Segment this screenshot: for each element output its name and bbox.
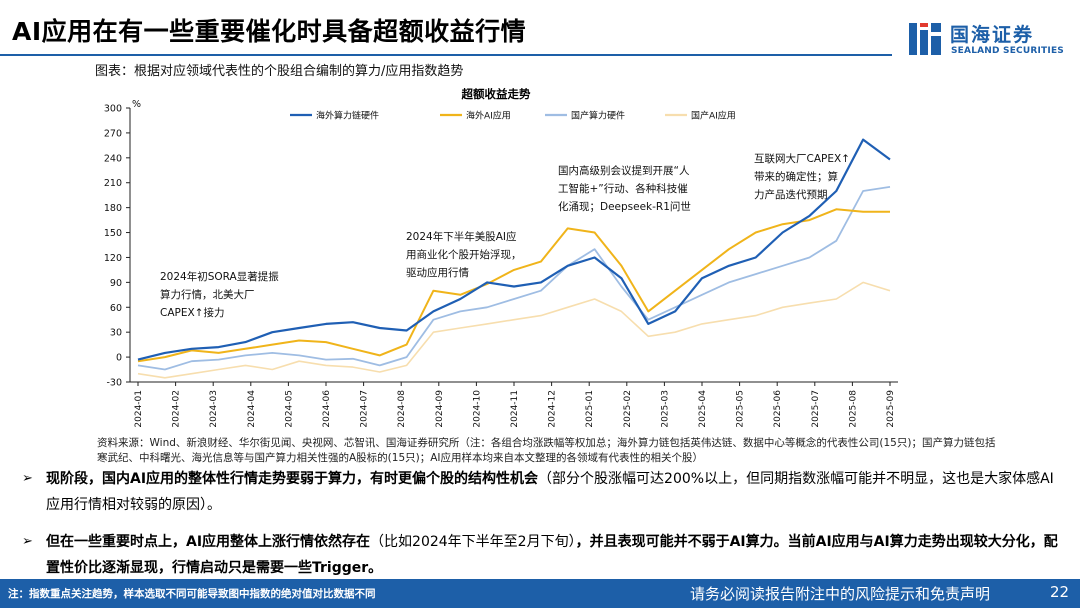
legend-label: 国产AI应用 bbox=[691, 110, 736, 122]
bullet-point-1: ➢ 现阶段，国内AI应用的整体性行情走势要弱于算力，有时更偏个股的结构性机会（部… bbox=[22, 466, 1062, 518]
x-tick-label: 2025-04 bbox=[698, 390, 708, 428]
x-tick-label: 2025-08 bbox=[848, 390, 858, 428]
y-tick-label: 30 bbox=[110, 328, 122, 339]
y-tick-label: 270 bbox=[104, 128, 122, 139]
annotation-line: 算力行情，北美大厂 bbox=[160, 288, 255, 301]
page-number: 22 bbox=[1050, 583, 1070, 601]
y-tick-label: 300 bbox=[104, 104, 122, 115]
x-tick-label: 2024-06 bbox=[322, 390, 332, 428]
annotation-line: 2024年初SORA显著提振 bbox=[160, 270, 279, 283]
y-tick-label: 60 bbox=[110, 303, 122, 314]
source-note: 资料来源：Wind、新浪财经、华尔街见闻、央视网、芯智讯、国海证券研究所（注：各… bbox=[97, 437, 996, 464]
x-tick-label: 2024-02 bbox=[172, 390, 182, 428]
x-tick-label: 2025-06 bbox=[773, 390, 783, 428]
y-tick-label: 150 bbox=[104, 228, 122, 239]
annotation-line: 互联网大厂CAPEX↑ bbox=[754, 152, 850, 165]
annotation-line: CAPEX↑接力 bbox=[160, 306, 224, 319]
x-tick-label: 2025-05 bbox=[736, 390, 746, 428]
x-tick-label: 2024-07 bbox=[360, 390, 370, 428]
x-tick-label: 2024-12 bbox=[548, 390, 558, 428]
x-tick-label: 2025-02 bbox=[623, 390, 633, 428]
series-line-1 bbox=[137, 138, 891, 361]
bullet-point-2: ➢ 但在一些重要时点上，AI应用整体上涨行情依然存在（比如2024年下半年至2月… bbox=[22, 529, 1062, 581]
chart-title: 超额收益走势 bbox=[461, 87, 531, 101]
x-tick-label: 2025-01 bbox=[585, 390, 595, 428]
annotation-line: 用商业化个股开始浮现， bbox=[406, 248, 522, 261]
plot-area: -30 0 30 60 90 120 150 180 210 240 270 300 % 2024-01 2… bbox=[104, 99, 898, 428]
legend-item: 国产算力硬件 bbox=[545, 110, 625, 122]
y-tick-label: 120 bbox=[104, 253, 122, 264]
logo-text-en: SEALAND SECURITIES bbox=[951, 46, 1064, 56]
x-tick-label: 2024-01 bbox=[134, 390, 144, 428]
y-tick-label: 180 bbox=[104, 203, 122, 214]
y-tick-label: 90 bbox=[110, 278, 122, 289]
annotation-line: 国内高级别会议提到开展“人 bbox=[558, 164, 690, 177]
x-tick-label: 2024-09 bbox=[435, 390, 445, 428]
annotation-3: 国内高级别会议提到开展“人工智能+”行动、各种科技催化涌现；Deepseek-R… bbox=[558, 164, 691, 213]
y-tick-label: 210 bbox=[104, 178, 122, 189]
annotation-line: 驱动应用行情 bbox=[406, 266, 469, 279]
annotation-line: 力产品迭代预期 bbox=[754, 188, 828, 201]
x-tick-label: 2024-11 bbox=[510, 390, 520, 428]
series-line-4 bbox=[137, 281, 891, 379]
x-tick-label: 2025-03 bbox=[660, 390, 670, 428]
figure-caption: 图表：根据对应领域代表性的个股组合编制的算力/应用指数趋势 bbox=[95, 64, 464, 79]
annotation-line: 工智能+”行动、各种科技催 bbox=[558, 182, 688, 195]
x-tick-label: 2024-04 bbox=[247, 390, 257, 428]
annotation-line: 带来的确定性；算 bbox=[754, 170, 838, 183]
x-tick-label: 2024-05 bbox=[284, 390, 294, 428]
x-tick-label: 2025-07 bbox=[811, 390, 821, 428]
bullet-2-detail: （比如2024年下半年至2月下旬） bbox=[370, 534, 576, 550]
legend-label: 国产算力硬件 bbox=[571, 110, 625, 122]
footer-bar: 注：指数重点关注趋势，样本选取不同可能导致图中指数的绝对值对比数据不同 请务必阅… bbox=[0, 579, 1080, 608]
bullet-arrow-icon: ➢ bbox=[22, 534, 33, 549]
y-axis-unit: % bbox=[132, 99, 141, 110]
y-tick-label: -30 bbox=[106, 378, 122, 389]
bullet-1-emphasis: 现阶段，国内AI应用的整体性行情走势要弱于算力，有时更偏个股的结构性机会 bbox=[46, 471, 539, 487]
y-tick-label: 240 bbox=[104, 153, 122, 164]
bullet-arrow-icon: ➢ bbox=[22, 471, 33, 486]
annotation-line: 化涌现；Deepseek-R1问世 bbox=[558, 200, 691, 213]
legend-item: 海外算力链硬件 bbox=[290, 110, 379, 122]
legend-label: 海外AI应用 bbox=[466, 110, 511, 122]
page-title: AI应用在有一些重要催化时具备超额收益行情 bbox=[12, 17, 527, 46]
chart-legend: 海外算力链硬件 海外AI应用 国产算力硬件 国产AI应用 bbox=[290, 110, 736, 122]
brand-logo: 国海证券 SEALAND SECURITIES bbox=[906, 20, 1070, 58]
bullet-2-emphasis: 但在一些重要时点上，AI应用整体上涨行情依然存在 bbox=[46, 534, 371, 550]
legend-item: 国产AI应用 bbox=[665, 110, 736, 122]
legend-label: 海外算力链硬件 bbox=[316, 110, 379, 122]
series-line-2 bbox=[137, 208, 890, 363]
series-line-3 bbox=[137, 186, 891, 371]
x-tick-label: 2025-09 bbox=[886, 390, 896, 428]
footer-note: 注：指数重点关注趋势，样本选取不同可能导致图中指数的绝对值对比数据不同 bbox=[8, 588, 376, 600]
x-tick-label: 2024-08 bbox=[397, 390, 407, 428]
x-tick-label: 2024-10 bbox=[472, 390, 482, 428]
y-tick-label: 0 bbox=[116, 353, 122, 364]
bullet-2-conclusion: ，并且表现可能并不弱于AI算力。当前AI应用与AI算力走势出现较大分化，配置性价… bbox=[46, 534, 1058, 576]
bullet-1-detail: （部分个股涨幅可达200%以上，但同期指数涨幅可能并不明显，这也是大家体感AI应… bbox=[46, 471, 1054, 513]
title-divider bbox=[0, 54, 892, 56]
x-tick-label: 2024-03 bbox=[209, 390, 219, 428]
footer-disclaimer: 请务必阅读报告附注中的风险提示和免责声明 bbox=[690, 585, 991, 603]
sealand-logo-icon bbox=[909, 23, 941, 55]
logo-text-cn: 国海证券 bbox=[950, 24, 1035, 46]
legend-item: 海外AI应用 bbox=[440, 110, 511, 122]
annotation-line: 2024年下半年美股AI应 bbox=[406, 230, 517, 243]
excess-return-line-chart: 超额收益走势 海外算力链硬件 海外AI应用 国产算力硬件 国产AI应用 -30 0 30 6… bbox=[104, 87, 898, 428]
